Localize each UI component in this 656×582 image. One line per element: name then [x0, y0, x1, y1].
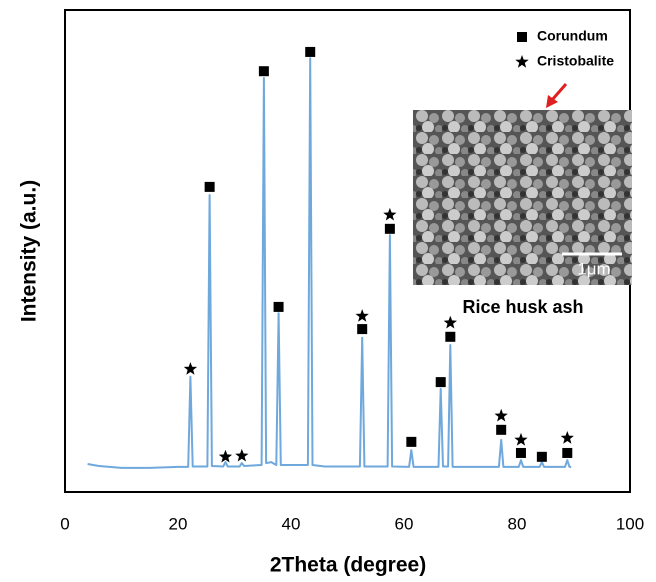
- inset-caption: Rice husk ash: [462, 297, 583, 317]
- peak-marker: [496, 424, 507, 435]
- x-tick-label: 100: [616, 514, 644, 533]
- arrow: [550, 83, 568, 101]
- x-tick-label: 40: [282, 514, 301, 533]
- x-axis-label: 2Theta (degree): [270, 554, 426, 577]
- peak-marker: [435, 377, 446, 388]
- peak-marker: [443, 315, 457, 329]
- peak-marker: [514, 432, 528, 446]
- peak-marker: [305, 46, 316, 57]
- x-tick-label: 80: [508, 514, 527, 533]
- y-axis-label: Intensity (a.u.): [18, 180, 41, 322]
- peak-marker: [218, 449, 233, 463]
- peak-marker: [355, 309, 369, 322]
- peak-marker: [204, 181, 215, 192]
- peak-marker: [515, 447, 526, 458]
- peak-marker: [273, 301, 284, 312]
- legend-label: Cristobalite: [537, 53, 614, 69]
- peak-marker: [560, 431, 574, 444]
- peak-marker: [357, 324, 368, 335]
- peak-marker: [235, 448, 249, 462]
- peak-marker: [494, 408, 508, 422]
- xrd-line: [87, 57, 572, 469]
- peak-marker: [383, 207, 397, 221]
- peak-marker: [384, 223, 395, 234]
- peak-marker: [445, 331, 456, 342]
- arrow-head: [546, 95, 558, 108]
- scale-label: 1μm: [577, 259, 610, 278]
- peak-marker: [536, 451, 547, 462]
- sem-image: [413, 110, 632, 285]
- legend-symbol: [517, 32, 527, 42]
- peak-marker: [406, 436, 417, 447]
- peak-marker: [258, 66, 269, 77]
- x-tick-label: 20: [169, 514, 188, 533]
- x-tick-label: 60: [395, 514, 414, 533]
- peak-marker: [183, 362, 198, 375]
- peak-marker: [562, 447, 573, 458]
- legend-symbol: [515, 55, 529, 68]
- x-tick-label: 0: [60, 514, 69, 533]
- legend-label: Corundum: [537, 28, 608, 44]
